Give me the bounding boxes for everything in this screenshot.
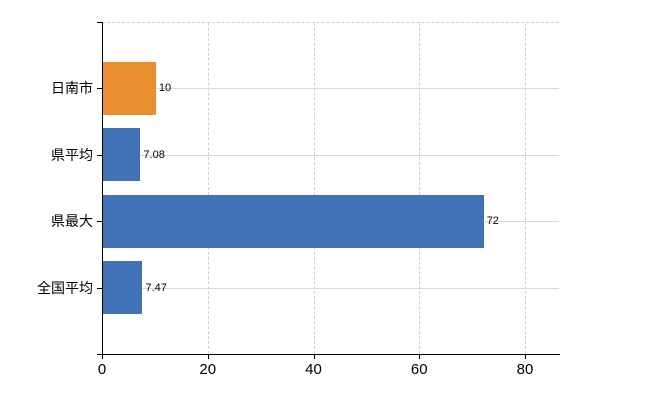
- category-label: 県最大: [51, 213, 93, 230]
- x-tick-label: 80: [516, 361, 534, 378]
- y-axis-tick: [97, 22, 102, 23]
- y-axis-tick: [97, 287, 102, 289]
- x-axis-tick: [525, 355, 526, 359]
- x-axis: [102, 354, 560, 355]
- x-axis-tick: [419, 355, 421, 359]
- h-gridline: [103, 287, 559, 289]
- x-axis-tick: [313, 355, 315, 359]
- bar: [103, 128, 141, 182]
- category-label: 全国平均: [37, 279, 93, 296]
- v-gridline: [313, 23, 315, 354]
- y-axis-tick: [97, 354, 102, 355]
- x-axis-tick: [102, 355, 103, 359]
- v-gridline: [419, 23, 421, 354]
- value-label: 72: [486, 215, 499, 228]
- h-gridline: [103, 154, 559, 156]
- v-gridline: [525, 23, 526, 354]
- y-axis-tick: [97, 221, 102, 223]
- y-axis-tick: [97, 88, 102, 90]
- v-gridline: [207, 23, 209, 354]
- bar: [103, 61, 156, 115]
- x-tick-label: 0: [97, 361, 107, 378]
- h-gridline: [103, 88, 559, 90]
- y-axis: [102, 22, 103, 355]
- x-axis-tick: [207, 355, 209, 359]
- x-tick-label: 20: [199, 361, 217, 378]
- value-label: 7.47: [145, 281, 167, 294]
- category-label: 県平均: [51, 146, 93, 163]
- x-tick-label: 40: [305, 361, 322, 378]
- bar: [103, 194, 484, 248]
- bar: [103, 261, 143, 315]
- value-label: 10: [158, 82, 172, 95]
- y-axis-tick: [97, 154, 102, 156]
- x-tick-label: 60: [410, 361, 428, 378]
- value-label: 7.08: [143, 148, 165, 161]
- plot-top-border: [102, 22, 559, 23]
- category-label: 日南市: [51, 80, 93, 97]
